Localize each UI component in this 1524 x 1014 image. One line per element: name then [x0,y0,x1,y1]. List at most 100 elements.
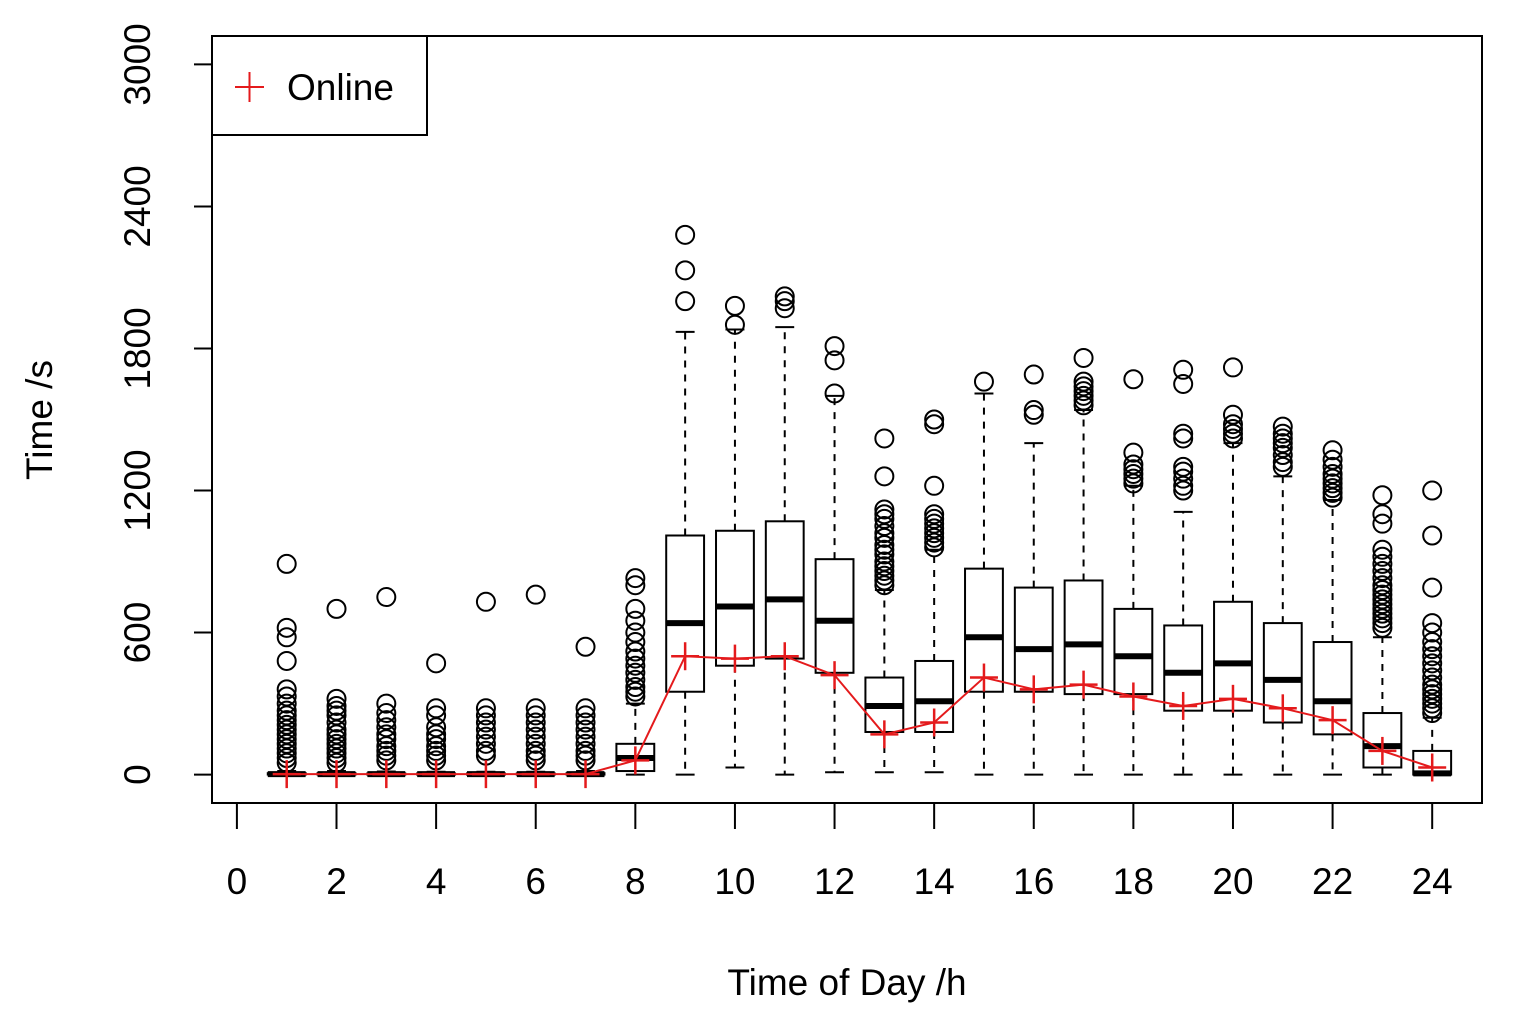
x-tick-label: 2 [326,861,347,902]
box-hour-16 [1013,364,1054,776]
outlier-point [326,695,347,716]
outlier-point [426,653,447,674]
y-tick-label: 600 [117,602,158,664]
outlier-point [1173,423,1194,444]
outlier-point [1422,622,1443,643]
box-hour-9 [665,224,706,776]
outlier-point [1422,646,1443,667]
outlier-point [376,724,397,745]
outlier-point [525,584,546,605]
online-point [969,663,998,692]
online-point [422,760,451,789]
outlier-point [1123,463,1144,484]
outlier-point [276,627,297,648]
box-hour-12 [814,336,855,774]
outlier-point [1422,693,1443,714]
outlier-point [1272,423,1293,444]
outlier-point [1422,667,1443,688]
y-tick-label: 1800 [117,307,158,389]
x-tick-label: 20 [1212,861,1253,902]
outlier-point [924,527,945,548]
outlier-point [874,466,895,487]
outlier-point [1422,632,1443,653]
outlier-point [1222,418,1243,439]
outlier-point [276,553,297,574]
outlier-point [1372,513,1393,534]
outlier-point [625,568,646,589]
outlier-point [326,598,347,619]
outlier-point [1272,452,1293,473]
y-axis-label: Time /s [19,360,60,480]
outlier-point [376,740,397,761]
legend-online-label: Online [287,67,394,108]
outlier-point [625,655,646,676]
outlier-point [1123,459,1144,480]
boxes-group [266,224,1453,778]
outlier-point [1422,480,1443,501]
outlier-point [1272,445,1293,466]
outlier-point [924,475,945,496]
outlier-point [376,703,397,724]
online-point [372,760,401,789]
outlier-point [1422,698,1443,719]
legend: Online [211,35,428,136]
outlier-point [1422,653,1443,674]
online-point [1069,670,1098,699]
outlier-point [575,705,596,726]
outlier-point [475,719,496,740]
outlier-point [625,677,646,698]
outlier-point [326,712,347,733]
outlier-point [475,733,496,754]
outlier-point [1372,546,1393,567]
outlier-point [924,532,945,553]
outlier-point [625,632,646,653]
outlier-point [326,688,347,709]
outlier-point [874,527,895,548]
outlier-point [1123,369,1144,390]
outlier-point [824,383,845,404]
legend-box [211,35,428,136]
outlier-point [625,598,646,619]
box-iqr [914,659,955,733]
outlier-point [1123,473,1144,494]
outlier-point [525,719,546,740]
box-hour-14 [914,409,955,774]
outlier-point [1422,525,1443,546]
online-point [1418,753,1447,782]
x-tick-label: 4 [426,861,447,902]
outlier-point [874,575,895,596]
outlier-point [625,669,646,690]
outlier-point [924,414,945,435]
box-hour-17 [1063,347,1104,776]
x-tick-label: 18 [1113,861,1154,902]
outlier-point [774,291,795,312]
outlier-point [1322,487,1343,508]
outlier-point [525,698,546,719]
outlier-point [1073,395,1094,416]
outlier-point [1173,468,1194,489]
plot-frame [211,35,1483,804]
online-point [671,642,700,671]
box-iqr [764,520,805,660]
outlier-point [475,591,496,612]
outlier-point [1322,473,1343,494]
outlier-point [1173,480,1194,501]
outlier-point [1372,603,1393,624]
outlier-point [1222,428,1243,449]
outlier-point [724,295,745,316]
outlier-point [1023,400,1044,421]
online-point [1368,736,1397,765]
outlier-point [675,260,696,281]
outlier-point [1322,478,1343,499]
online-point [1019,675,1048,704]
outlier-point [1322,482,1343,503]
outlier-point [824,350,845,371]
online-line [286,655,1433,776]
online-point [1318,706,1347,735]
outlier-point [475,698,496,719]
y-tick-label: 3000 [117,23,158,105]
outlier-point [1222,414,1243,435]
outlier-point [1372,485,1393,506]
outlier-point [675,291,696,312]
box-hour-3 [366,587,407,778]
